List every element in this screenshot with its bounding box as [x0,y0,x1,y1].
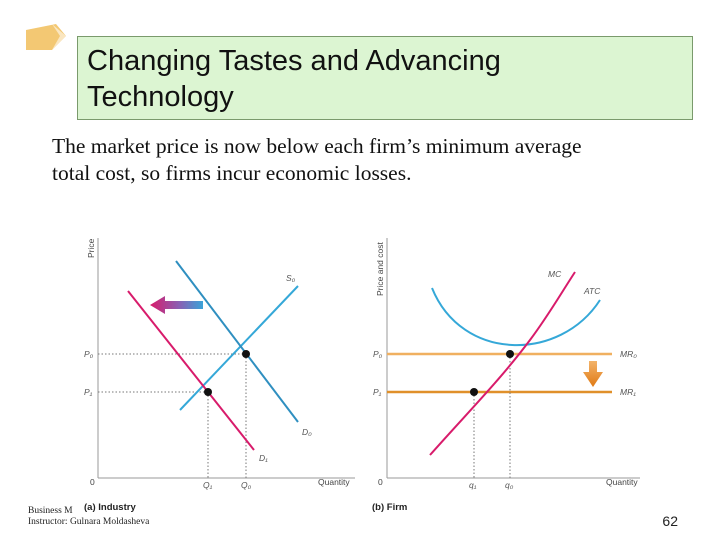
industry-quantity-label-q1: Q₁ [203,480,213,490]
atc-label: ATC [583,286,601,296]
industry-y-axis-title: Price [86,238,96,258]
industry-origin: 0 [90,477,95,487]
firm-quantity-label-q1: q₁ [469,480,477,490]
mr0-label: MR₀ [620,349,637,359]
industry-equilibrium-initial [242,350,250,358]
page-number: 62 [662,513,678,529]
footer-line-1: Business M [28,506,73,516]
industry-quantity-label-q0: Q₀ [241,480,252,490]
firm-panel-label: (b) Firm [372,502,407,513]
footer: Business M Instructor: Gulnara Moldashev… [28,506,149,528]
supply-curve-s0 [179,285,299,411]
demand-curve-d1 [127,290,255,451]
firm-panel: Price and cost Quantity 0 P₀ P₁ q₁ q₀ MC… [372,238,640,513]
firm-atc-curve [431,287,601,346]
firm-origin: 0 [378,477,383,487]
industry-price-label-p0: P₀ [84,349,94,359]
industry-panel: Price Quantity 0 P₀ P₁ Q₁ Q₀ S₀ D₀ D₁ (a… [84,238,355,513]
slide-title: Changing Tastes and Advancing Technology [87,45,501,113]
mr1-label: MR₁ [620,387,636,397]
price-fall-down-arrow-icon [583,361,603,387]
industry-panel-label: (a) Industry [84,502,136,513]
industry-x-axis-title: Quantity [318,477,350,487]
firm-point-initial [506,350,514,358]
supply-label-s0: S₀ [286,273,296,283]
mc-label: MC [548,269,562,279]
firm-x-axis-title: Quantity [606,477,638,487]
firm-y-axis-title: Price and cost [375,242,385,296]
firm-point-new [470,388,478,396]
slide-subtitle: The market price is now below each firm’… [52,134,582,185]
title-box: Changing Tastes and Advancing Technology [77,36,693,120]
industry-price-label-p1: P₁ [84,387,93,397]
firm-price-label-p0: P₀ [373,349,383,359]
demand-label-d0: D₀ [302,427,312,437]
demand-shift-left-arrow-icon [150,296,203,314]
firm-mc-curve [429,271,576,456]
footer-line-2: Instructor: Gulnara Moldasheva [28,517,150,527]
bullet-arrow-icon [26,24,66,50]
industry-equilibrium-new [204,388,212,396]
firm-quantity-label-q0: q₀ [505,480,514,490]
demand-label-d1: D₁ [259,453,268,463]
demand-curve-d0 [175,260,299,423]
firm-price-label-p1: P₁ [373,387,382,397]
